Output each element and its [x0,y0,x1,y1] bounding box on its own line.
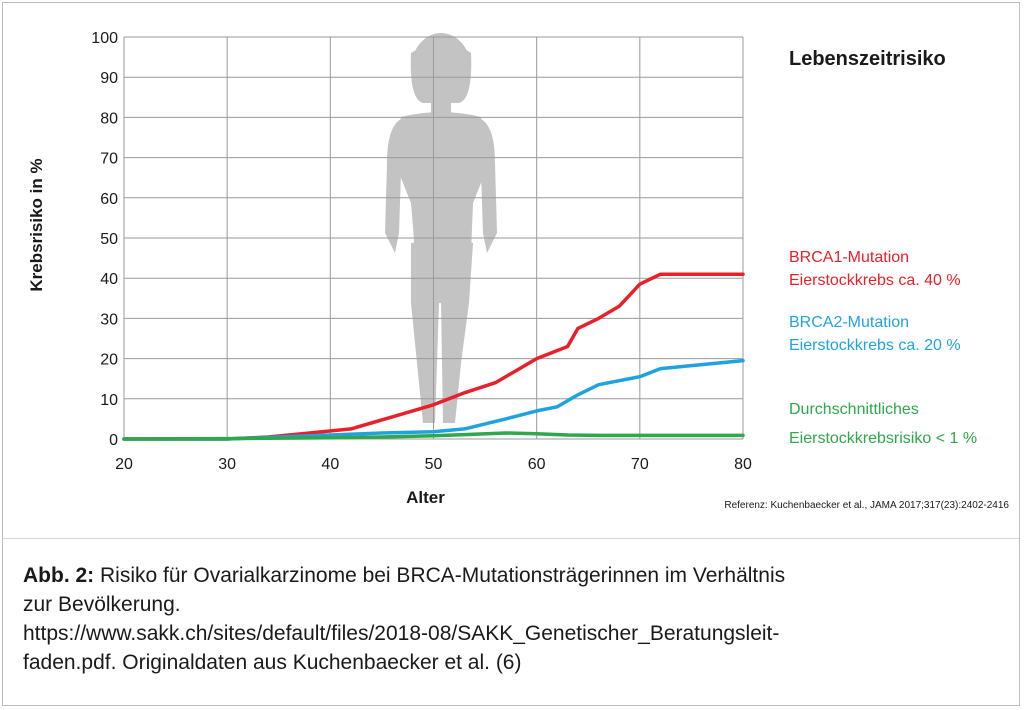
caption-line-2: zur Bevölkerung. [23,593,181,616]
caption-text-1: Risiko für Ovarialkarzinome bei BRCA-Mut… [94,564,786,587]
panel-divider [3,538,1019,539]
y-tick-label: 0 [109,432,118,449]
legend-label-2-2: Eierstockkrebs ca. 20 % [789,337,961,354]
chart-title: Lebenszeitrisiko [789,48,946,70]
series-line-3 [122,431,745,441]
silhouette-legs [411,241,473,423]
y-tick-label: 80 [100,110,118,127]
silhouette-hair [410,43,472,103]
caption-line-4: faden.pdf. Originaldaten aus Kuchenbaeck… [23,651,522,674]
x-tick-label: 80 [734,456,752,473]
y-tick-label: 70 [100,151,118,168]
risk-line-chart: 0 10 20 30 40 50 60 70 80 90 100 20 30 40 50 60 70 80 Alte… [27,30,1009,511]
y-tick-label: 90 [100,70,118,87]
y-axis-label: Krebsrisiko in % [27,158,46,291]
y-tick-label: 60 [100,191,118,208]
y-tick-label: 100 [91,30,118,47]
woman-silhouette-icon [385,33,497,423]
legend-label-3-1: Durchschnittliches [789,401,919,418]
silhouette-right-arm [481,119,497,253]
caption-line-1: Abb. 2: Risiko für Ovarialkarzinome bei … [23,561,1003,590]
legend-label-3-2: Eierstockkrebsrisiko < 1 % [789,430,977,447]
silhouette-torso [395,112,489,253]
y-tick-label: 30 [100,311,118,328]
chart-panel: 0 10 20 30 40 50 60 70 80 90 100 20 30 40 50 60 70 80 Alte… [3,3,1019,537]
x-tick-label: 40 [321,456,339,473]
x-tick-label: 50 [425,456,443,473]
y-tick-label: 40 [100,271,118,288]
y-tick-label: 50 [100,231,118,248]
y-tick-label: 10 [100,392,118,409]
legend-label-1-2: Eierstockkrebs ca. 40 % [789,272,961,289]
legend-label-2-1: BRCA2-Mutation [789,314,909,331]
reference-text: Referenz: Kuchenbaecker et al., JAMA 201… [724,500,1009,511]
y-tick-label: 20 [100,352,118,369]
x-tick-label: 30 [218,456,236,473]
silhouette-neck [431,99,451,115]
caption-label: Abb. 2: [23,564,95,587]
caption-source-url[interactable]: https://www.sakk.ch/sites/default/files/… [23,622,780,645]
x-tick-label: 60 [528,456,546,473]
legend-label-1-1: BRCA1-Mutation [789,249,909,266]
silhouette-left-arm [385,119,401,253]
x-tick-label: 20 [115,456,133,473]
x-tick-label: 70 [631,456,649,473]
figure-caption: Abb. 2: Risiko für Ovarialkarzinome bei … [23,561,1003,677]
x-axis-label: Alter [406,488,445,507]
